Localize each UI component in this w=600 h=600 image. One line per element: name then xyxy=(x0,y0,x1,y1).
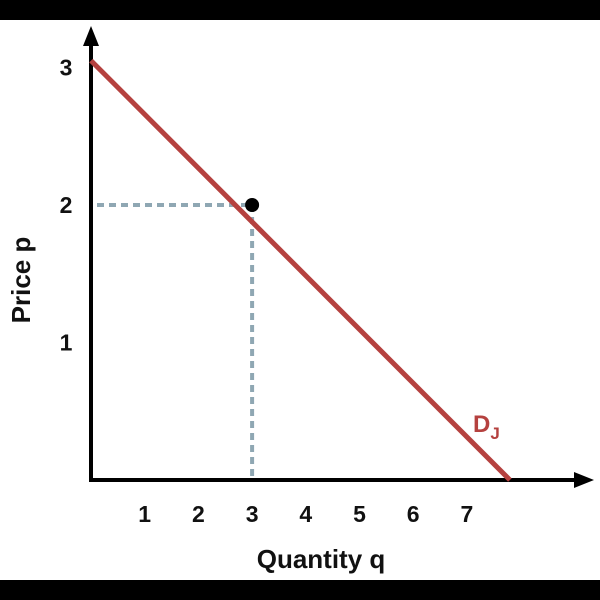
x-tick-label: 1 xyxy=(138,501,151,527)
chart-frame: 1 2 3 4 5 6 7 1 2 3 Quantity q Price p DJ xyxy=(0,20,600,580)
y-tick-labels: 1 2 3 xyxy=(60,55,73,356)
data-point-0 xyxy=(245,198,260,212)
series-line-0 xyxy=(89,58,512,482)
series-layer xyxy=(89,58,512,482)
y-tick-label: 2 xyxy=(60,192,73,218)
x-tick-label: 2 xyxy=(192,501,205,527)
y-axis-title: Price p xyxy=(6,237,36,324)
point-layer xyxy=(245,198,260,212)
series-label-subscript: J xyxy=(490,424,499,443)
guide-lines xyxy=(97,203,255,476)
demand-chart: 1 2 3 4 5 6 7 1 2 3 Quantity q Price p DJ xyxy=(6,26,594,574)
series-label-dj: DJ xyxy=(473,411,500,443)
y-tick-label: 3 xyxy=(60,55,73,81)
x-axis-title: Quantity q xyxy=(257,544,386,574)
y-axis-arrow xyxy=(83,26,99,46)
x-tick-label: 3 xyxy=(246,501,259,527)
x-tick-label: 5 xyxy=(353,501,366,527)
x-tick-labels: 1 2 3 4 5 6 7 xyxy=(138,501,473,527)
x-tick-label: 7 xyxy=(461,501,474,527)
x-tick-label: 6 xyxy=(407,501,420,527)
x-axis-arrow xyxy=(574,472,594,488)
x-tick-label: 4 xyxy=(299,501,312,527)
y-tick-label: 1 xyxy=(60,330,73,356)
series-label-main: D xyxy=(473,411,490,438)
